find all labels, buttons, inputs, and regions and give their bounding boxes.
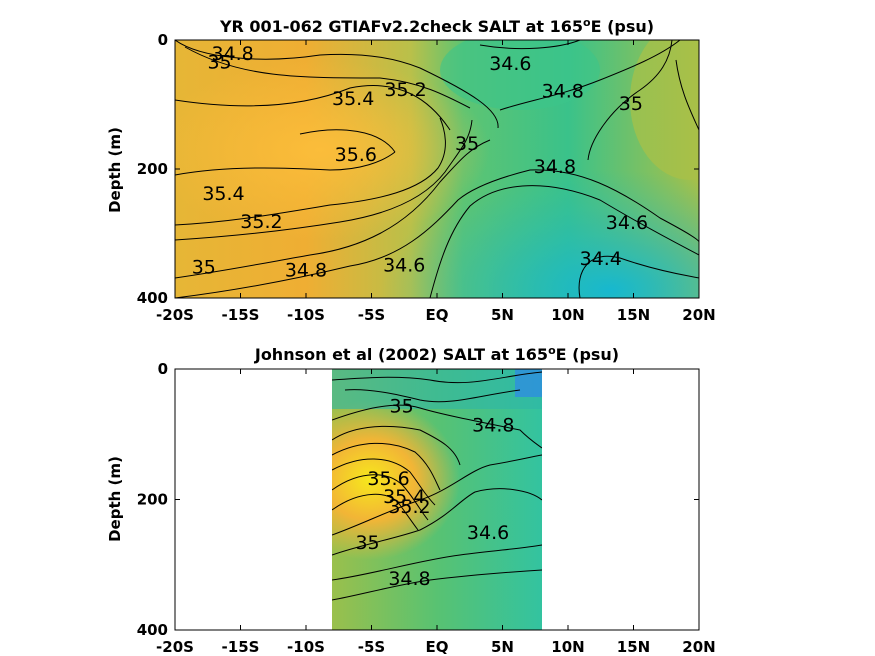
contour-label: 34.6 <box>467 522 509 544</box>
x-axis-ticks: -20S -15S -10S -5S EQ 5N 10N 15N 20N <box>156 40 716 324</box>
contour-label: 35 <box>390 396 414 418</box>
x-tick-label: 10N <box>551 306 584 324</box>
contour-lines <box>175 40 699 298</box>
x-tick-label: -5S <box>358 638 385 656</box>
y-tick-label: 400 <box>137 289 168 307</box>
x-axis-ticks: -20S -15S -10S -5S EQ 5N 10N 15N 20N <box>156 369 716 656</box>
contour-label: 34.8 <box>534 156 576 178</box>
contour-label: 34.8 <box>388 568 430 590</box>
x-tick-label: -15S <box>222 306 260 324</box>
y-axis-ticks: 0 200 400 <box>137 31 699 307</box>
x-tick-label: -5S <box>358 306 385 324</box>
chart-title: Johnson et al (2002) SALT at 165oE (psu) <box>254 344 619 364</box>
x-tick-label: 5N <box>491 638 514 656</box>
x-tick-label: EQ <box>426 638 449 656</box>
x-tick-label: -10S <box>287 638 325 656</box>
contour-lines <box>332 371 542 601</box>
x-tick-label: -15S <box>222 638 260 656</box>
x-tick-label: 20N <box>682 638 715 656</box>
contour-label: 34.8 <box>211 43 253 65</box>
contour-label: 34.8 <box>472 414 514 436</box>
x-tick-label: -10S <box>287 306 325 324</box>
salinity-field <box>175 40 699 298</box>
contour-label: 35 <box>355 532 379 554</box>
contour-label: 34.6 <box>383 254 425 276</box>
y-tick-label: 0 <box>158 31 168 49</box>
x-tick-label: 20N <box>682 306 715 324</box>
y-tick-label: 200 <box>137 160 168 178</box>
contour-label: 35.2 <box>240 211 282 233</box>
contour-label: 34.6 <box>489 53 531 75</box>
contour-label: 35 <box>207 51 231 73</box>
contour-label: 35 <box>619 93 643 115</box>
contour-label: 35.2 <box>388 496 430 518</box>
y-axis-label: Depth (m) <box>106 456 124 542</box>
contour-label: 35 <box>192 256 216 278</box>
contour-label: 35.4 <box>383 486 425 508</box>
contour-label: 35.4 <box>202 183 244 205</box>
salinity-field <box>332 369 542 630</box>
contour-label: 35.6 <box>367 468 409 490</box>
contour-label: 34.8 <box>285 260 327 282</box>
y-axis-label: Depth (m) <box>106 127 124 213</box>
panel-model-salt: -20S -15S -10S -5S EQ 5N 10N 15N 20N 0 200 400 34.… <box>106 16 716 324</box>
x-tick-label: 5N <box>491 306 514 324</box>
x-tick-label: 15N <box>617 638 650 656</box>
y-tick-label: 200 <box>137 491 168 509</box>
contour-label: 35.6 <box>335 144 377 166</box>
x-tick-label: 15N <box>617 306 650 324</box>
x-tick-label: -20S <box>156 306 194 324</box>
contour-label: 34.8 <box>542 80 584 102</box>
x-tick-label: 10N <box>551 638 584 656</box>
y-tick-label: 400 <box>137 621 168 639</box>
contour-label: 35 <box>455 133 479 155</box>
y-tick-label: 0 <box>158 360 168 378</box>
contour-label: 34.6 <box>606 212 648 234</box>
x-tick-label: -20S <box>156 638 194 656</box>
contour-label: 35.4 <box>332 88 374 110</box>
y-axis-ticks: 0 200 400 <box>137 360 699 639</box>
contour-label: 34.4 <box>580 248 622 270</box>
chart-title: YR 001-062 GTIAFv2.2check SALT at 165oE … <box>219 16 654 36</box>
contour-label: 35.2 <box>384 79 426 101</box>
x-tick-label: EQ <box>426 306 449 324</box>
contour-labels: 35 34.8 35.635.435.2 35 34.6 34.8 <box>355 396 514 590</box>
